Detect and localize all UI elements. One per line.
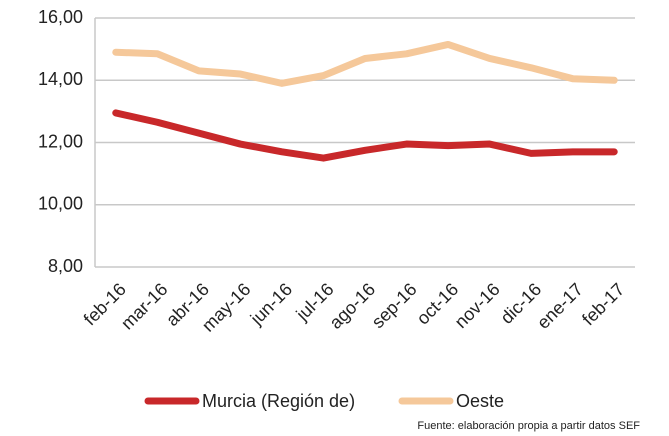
x-tick-label: ago-16 (325, 279, 379, 333)
x-tick-label: jun-16 (246, 279, 296, 329)
x-tick-label: nov-16 (451, 279, 504, 332)
x-tick-label: sep-16 (368, 279, 421, 332)
x-tick-label: ene-17 (533, 279, 587, 333)
source-note: Fuente: elaboración propia a partir dato… (417, 420, 640, 432)
series-line (112, 109, 618, 162)
series-line (112, 40, 618, 87)
y-tick-label: 16,00 (38, 7, 83, 27)
legend-label: Oeste (456, 391, 504, 411)
legend-label: Murcia (Región de) (202, 391, 355, 411)
y-tick-label: 12,00 (38, 131, 83, 151)
y-tick-label: 8,00 (48, 256, 83, 276)
y-tick-label: 10,00 (38, 194, 83, 214)
x-tick-label: feb-17 (578, 279, 628, 329)
y-tick-label: 14,00 (38, 69, 83, 89)
x-tick-label: mar-16 (117, 279, 171, 333)
